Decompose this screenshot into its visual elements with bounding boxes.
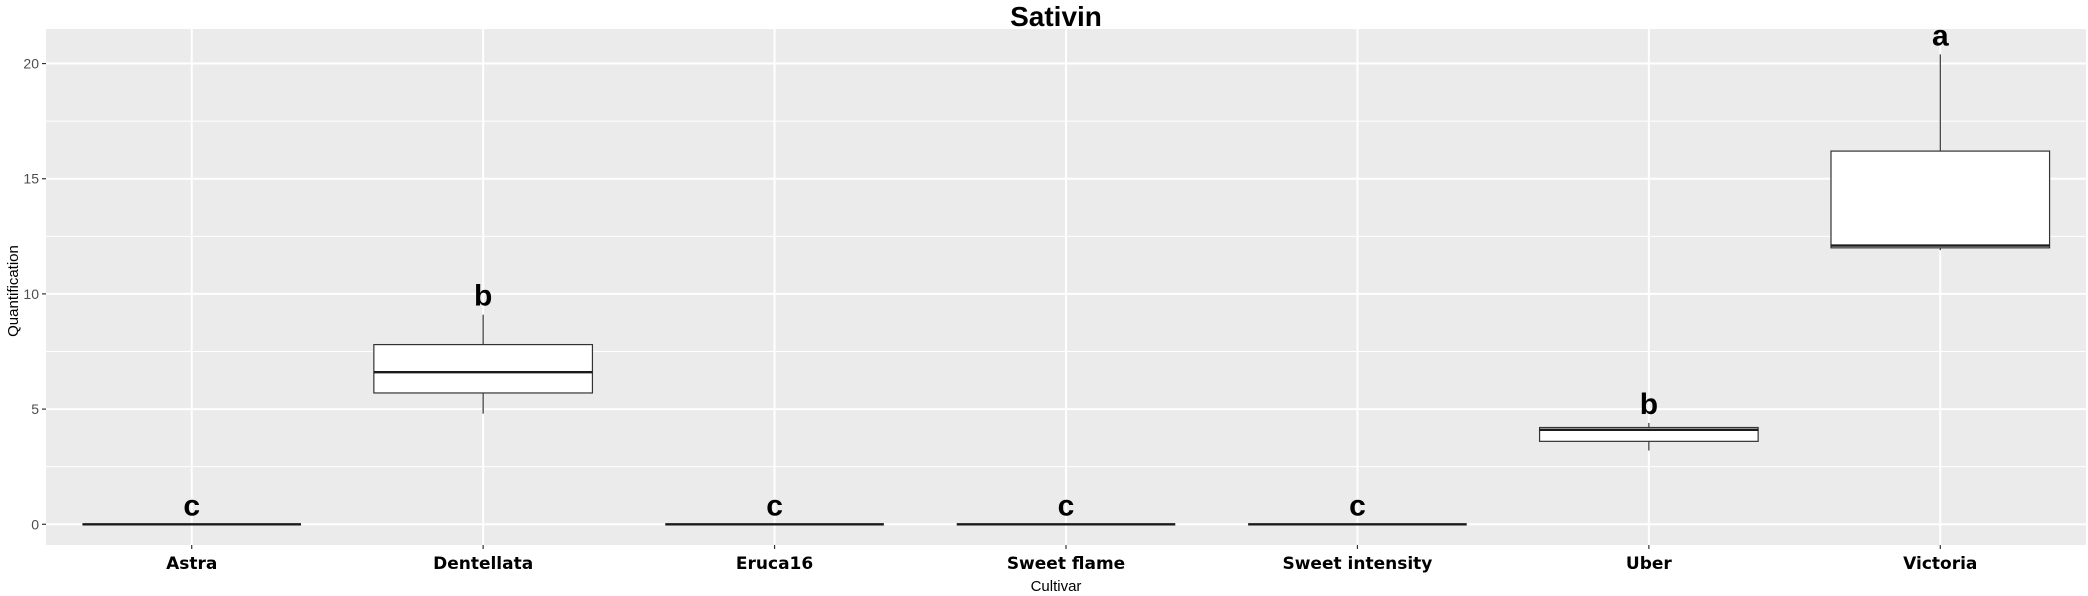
x-tick-label: Victoria <box>1903 554 1977 574</box>
y-axis: 0 5 10 15 20 <box>23 56 46 532</box>
y-tick-label: 15 <box>23 171 39 187</box>
box-rect <box>1830 150 2051 249</box>
x-tick-label: Astra <box>166 554 217 574</box>
group-letter: b <box>1640 388 1658 421</box>
x-tick-label: Sweet flame <box>1007 554 1125 574</box>
group-letter: c <box>1349 489 1366 522</box>
box-uber <box>1538 422 1759 451</box>
box-victoria <box>1830 54 2051 251</box>
y-tick-label: 0 <box>31 516 39 532</box>
group-letter: b <box>474 280 492 313</box>
y-axis-label: Quantification <box>5 245 22 337</box>
group-letter: c <box>766 489 783 522</box>
major-gridlines <box>46 29 2086 545</box>
y-tick-label: 10 <box>23 286 39 302</box>
box-dentellata <box>373 314 594 414</box>
significance-letters: c b c c c b a <box>183 19 1949 522</box>
y-tick-label: 20 <box>23 56 39 72</box>
boxes <box>82 54 2051 526</box>
x-tick-label: Uber <box>1626 554 1673 574</box>
group-letter: c <box>183 489 200 522</box>
y-tick-label: 5 <box>31 401 39 417</box>
x-tick-label: Dentellata <box>433 554 533 574</box>
chart-title: Sativin <box>1010 1 1102 32</box>
x-axis: Astra Dentellata Eruca16 Sweet flame Sweet i… <box>166 545 1977 574</box>
x-tick-label: Sweet intensity <box>1282 554 1432 574</box>
box-rect <box>373 343 594 394</box>
group-letter: c <box>1058 489 1075 522</box>
group-letter: a <box>1932 19 1949 52</box>
x-tick-label: Eruca16 <box>736 554 813 574</box>
x-axis-label: Cultivar <box>1031 578 1082 595</box>
